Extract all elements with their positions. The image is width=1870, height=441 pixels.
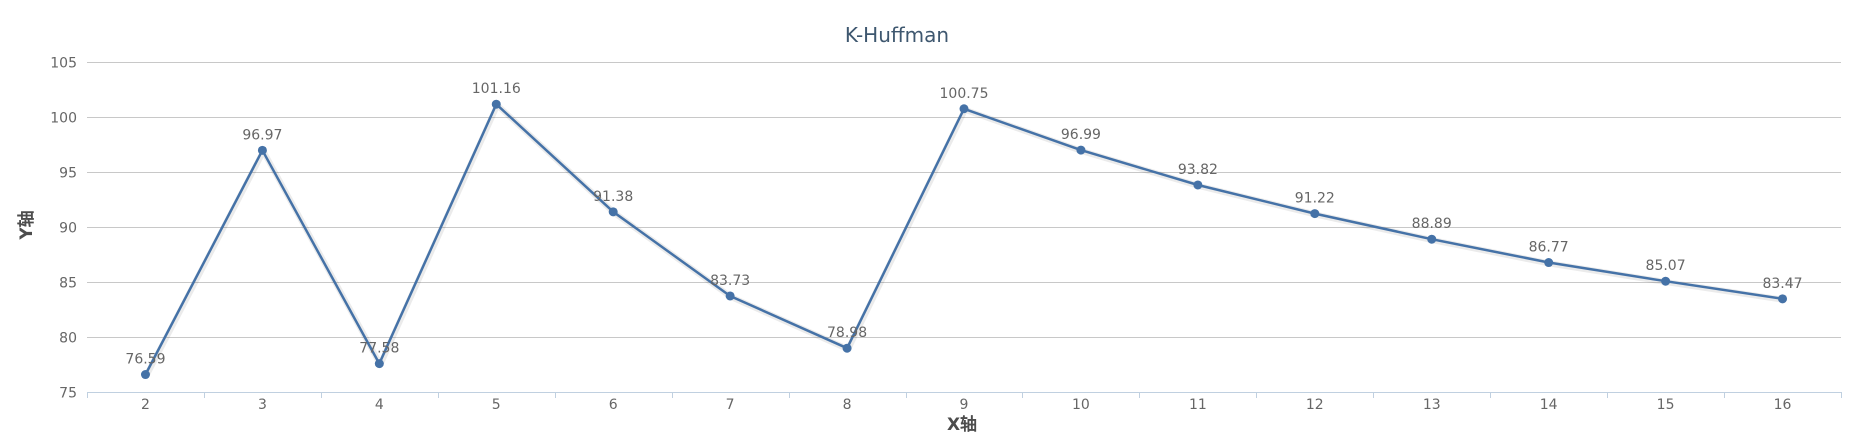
data-label: 96.99 [1061,127,1101,143]
y-axis-title: Y轴 [16,210,37,240]
y-tick-label: 95 [59,166,77,182]
data-label: 78.98 [827,325,867,341]
x-tick-label: 12 [1306,397,1324,413]
y-tick-label: 75 [59,386,77,402]
x-tick-label: 3 [258,397,267,413]
data-point[interactable] [140,370,150,380]
series-layer [140,99,1788,380]
data-label: 101.16 [472,81,521,97]
data-label: 93.82 [1178,162,1218,178]
data-point[interactable] [608,207,618,217]
data-point[interactable] [1076,145,1086,155]
x-tick-label: 10 [1072,397,1090,413]
x-tick-label: 2 [141,397,150,413]
x-tick-label: 6 [609,397,618,413]
data-label: 83.47 [1762,276,1802,292]
data-label: 77.58 [359,341,399,357]
x-tick-label: 13 [1423,397,1441,413]
x-tick-label: 5 [492,397,501,413]
data-point[interactable] [1193,180,1203,190]
data-label: 76.59 [125,352,165,368]
data-point[interactable] [257,145,267,155]
x-tick-label: 9 [960,397,969,413]
data-point[interactable] [1310,209,1320,219]
data-label: 85.07 [1646,258,1686,274]
data-point[interactable] [491,99,501,109]
x-tick-label: 14 [1540,397,1558,413]
data-label: 88.89 [1412,216,1452,232]
data-point[interactable] [374,359,384,369]
data-point[interactable] [725,291,735,301]
y-tick-label: 100 [50,111,77,127]
y-axis: 75 80 85 90 95 100 105 [50,56,77,402]
data-point[interactable] [842,343,852,353]
data-label: 100.75 [940,86,989,102]
grid-lines [87,62,1841,393]
y-tick-label: 85 [59,276,77,292]
data-labels: 76.59 96.97 77.58 101.16 91.38 83.73 78.98 100.… [125,81,1802,367]
data-label: 91.38 [593,189,633,205]
data-point[interactable] [1778,294,1788,304]
data-label: 96.97 [242,127,282,143]
data-label: 86.77 [1529,240,1569,256]
x-axis-title: X轴 [947,414,977,435]
x-tick-label: 8 [843,397,852,413]
data-point[interactable] [1544,258,1554,268]
data-point[interactable] [1427,234,1437,244]
x-tick-label: 15 [1657,397,1675,413]
chart-title: K-Huffman [845,23,949,47]
data-point[interactable] [1661,276,1671,286]
data-label: 91.22 [1295,191,1335,207]
data-point[interactable] [959,104,969,114]
x-tick-label: 7 [726,397,735,413]
x-tick-label: 11 [1189,397,1207,413]
x-axis: 2 3 4 5 6 7 8 9 10 11 12 13 14 15 16 [87,392,1842,413]
data-label: 83.73 [710,273,750,289]
x-tick-label: 16 [1774,397,1792,413]
y-tick-label: 105 [50,56,77,72]
y-tick-label: 90 [59,221,77,237]
x-tick-label: 4 [375,397,384,413]
y-tick-label: 80 [59,331,77,347]
